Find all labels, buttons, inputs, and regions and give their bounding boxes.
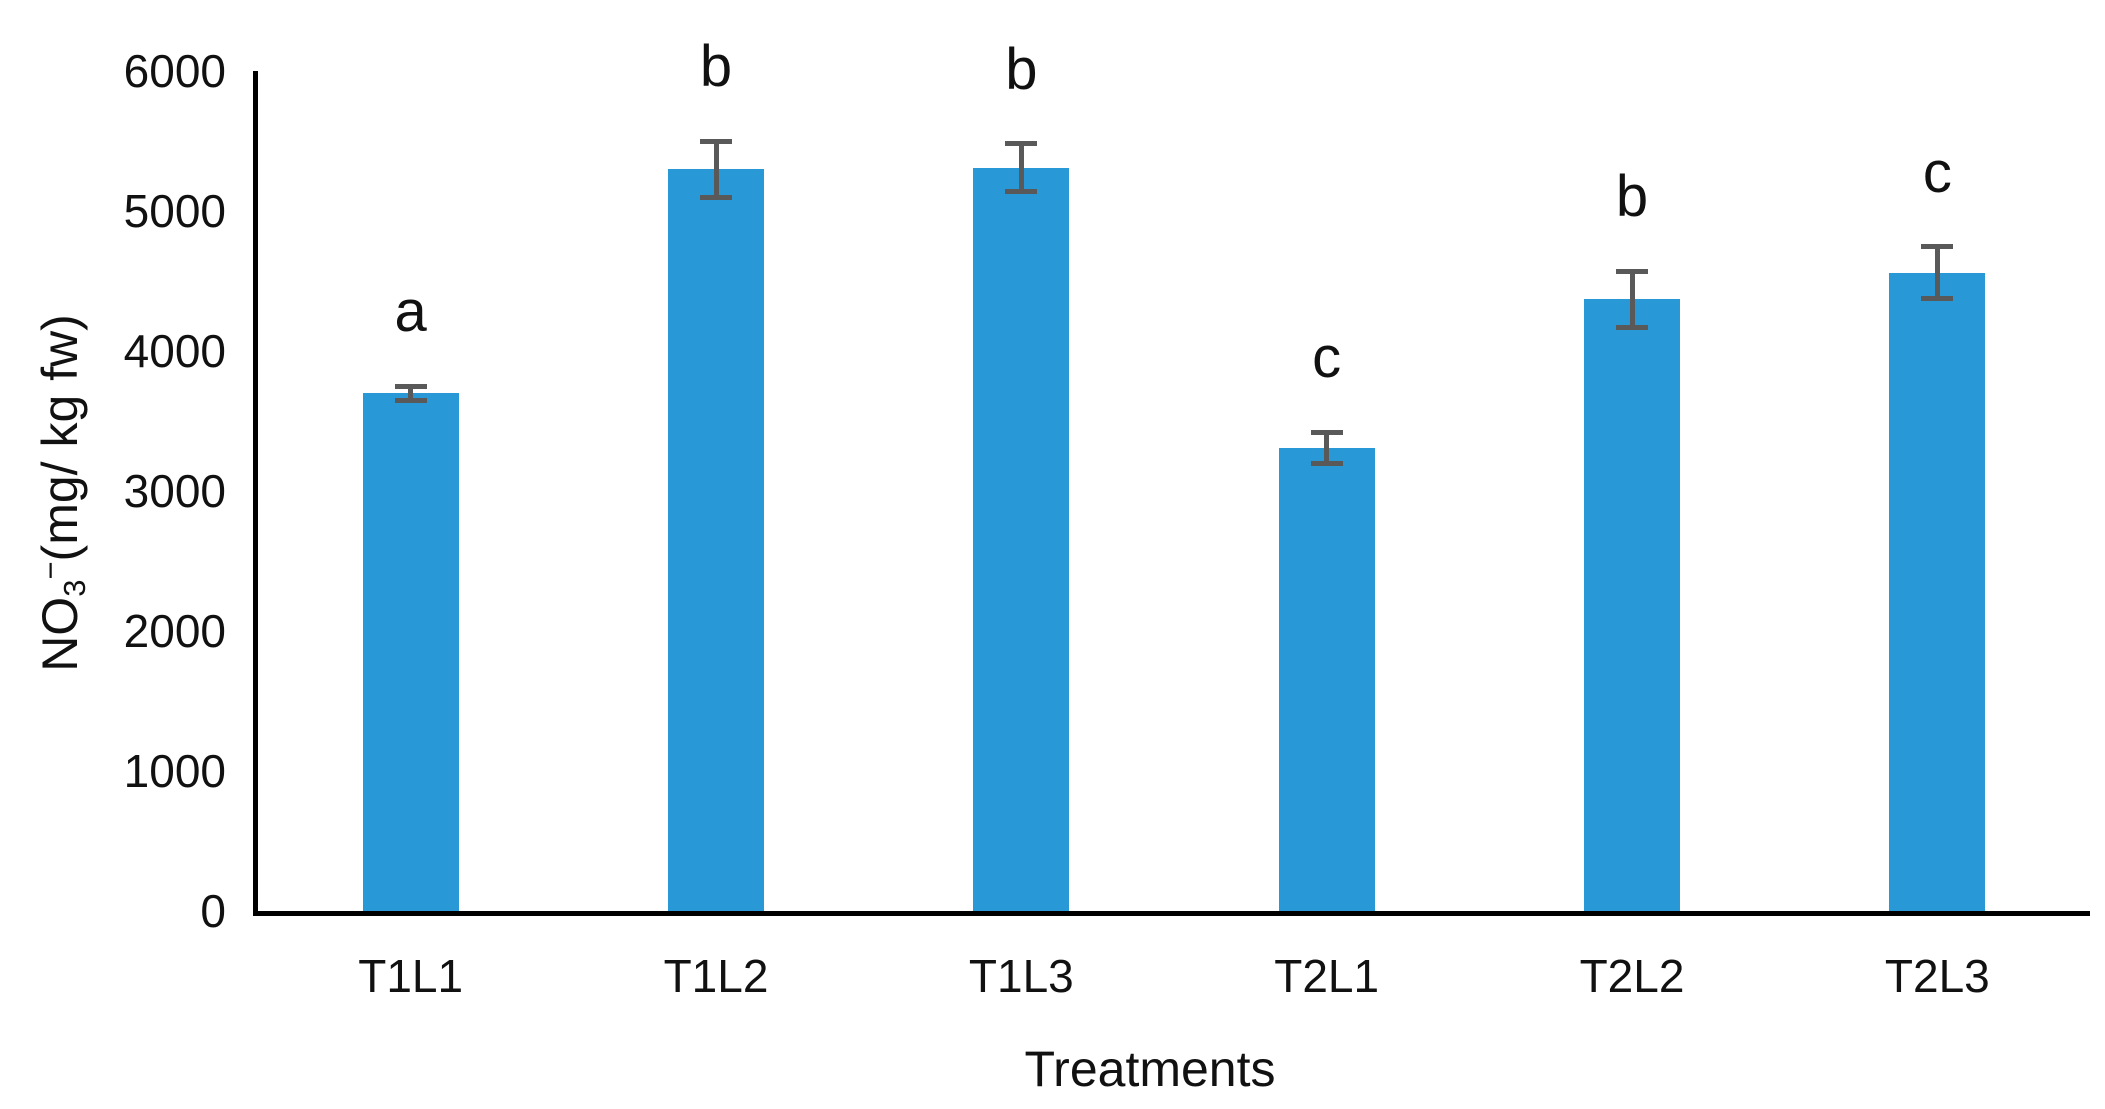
error-cap-bottom-t1l1 <box>394 397 427 403</box>
error-cap-top-t2l1 <box>1310 429 1343 435</box>
significance-letter-t2l1: c <box>1312 325 1342 391</box>
bar-t2l1 <box>1278 447 1375 911</box>
error-cap-bottom-t1l3 <box>1005 188 1038 194</box>
y-tick-label: 1000 <box>123 745 226 797</box>
error-cap-top-t1l3 <box>1005 141 1038 147</box>
error-cap-top-t1l2 <box>700 138 732 144</box>
error-cap-bottom-t2l1 <box>1310 460 1343 466</box>
y-tick-label: 3000 <box>123 465 226 517</box>
error-bar-t2l2 <box>1629 271 1635 328</box>
error-bar-t1l3 <box>1018 143 1024 192</box>
y-tick-label: 5000 <box>123 185 226 237</box>
y-tick-label: 4000 <box>123 325 226 377</box>
significance-letter-t1l1: a <box>394 279 427 344</box>
y-axis-title-superscript: − <box>32 561 68 580</box>
error-cap-top-t2l3 <box>1921 244 1954 250</box>
error-cap-top-t1l1 <box>394 383 427 389</box>
error-cap-bottom-t2l3 <box>1921 296 1954 301</box>
error-cap-bottom-t2l2 <box>1616 324 1648 330</box>
bar-t2l3 <box>1889 272 1986 911</box>
bar-t1l2 <box>668 169 764 911</box>
y-axis-title-subscript: 3 <box>56 579 92 597</box>
x-category-label-t1l3: T1L3 <box>968 950 1074 1002</box>
bar-t2l2 <box>1584 299 1680 911</box>
significance-letter-t2l2: b <box>1615 164 1649 230</box>
error-bar-t2l1 <box>1324 432 1330 463</box>
error-cap-top-t2l2 <box>1616 268 1648 274</box>
y-tick-label: 2000 <box>123 605 226 657</box>
x-category-label-t2l1: T2L1 <box>1274 950 1380 1002</box>
error-bar-t2l3 <box>1934 246 1940 299</box>
error-bar-t1l1 <box>408 386 414 400</box>
x-category-label-t1l1: T1L1 <box>358 950 464 1002</box>
significance-letter-t1l2: b <box>699 34 733 99</box>
error-bar-t1l2 <box>713 141 719 197</box>
x-axis-title: Treatments <box>1024 1041 1276 1097</box>
significance-letter-t1l3: b <box>1005 36 1038 102</box>
y-tick-label: 6000 <box>123 45 226 97</box>
x-category-label-t2l2: T2L2 <box>1579 950 1685 1002</box>
y-tick-label: 0 <box>200 885 226 937</box>
bar-t1l1 <box>362 393 459 911</box>
error-cap-bottom-t1l2 <box>700 194 732 200</box>
significance-letter-t2l3: c <box>1922 139 1952 205</box>
bar-t1l3 <box>973 167 1070 911</box>
x-category-label-t1l2: T1L2 <box>663 950 769 1002</box>
x-category-label-t2l3: T2L3 <box>1884 950 1990 1002</box>
